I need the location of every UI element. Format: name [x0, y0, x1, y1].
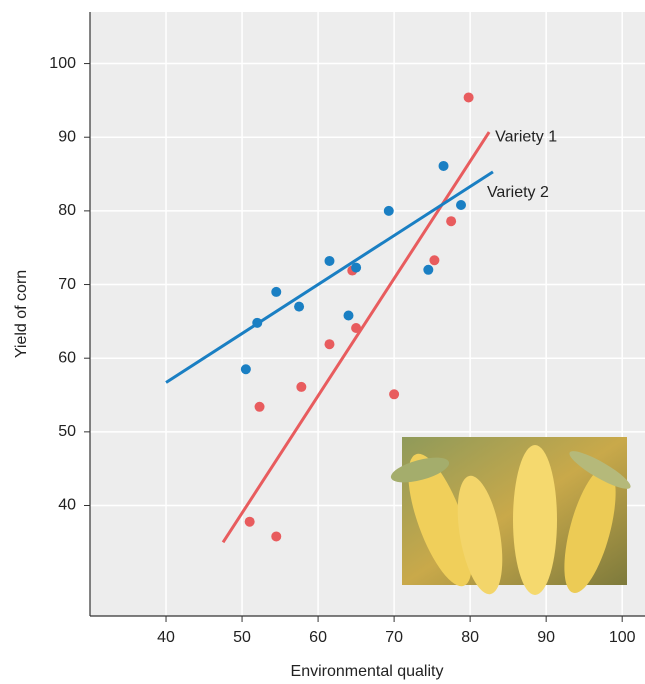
corn-photo	[390, 437, 631, 595]
point	[423, 264, 434, 275]
point	[343, 310, 354, 321]
point	[429, 255, 440, 266]
point	[383, 205, 394, 216]
y-tick-label: 100	[49, 55, 76, 72]
point	[324, 339, 335, 350]
x-tick-label: 40	[157, 629, 175, 646]
point	[446, 216, 457, 227]
point	[351, 262, 362, 273]
point	[463, 92, 474, 103]
y-tick-label: 60	[58, 349, 76, 366]
x-tick-label: 50	[233, 629, 251, 646]
marks	[165, 92, 494, 544]
x-tick-label: 80	[461, 629, 479, 646]
fit-line	[221, 131, 491, 544]
series-label: Variety 2	[487, 184, 549, 201]
point	[252, 317, 263, 328]
grid	[90, 12, 645, 616]
point	[389, 389, 400, 400]
y-tick-label: 80	[58, 202, 76, 219]
point	[456, 199, 467, 210]
x-tick-label: 90	[537, 629, 555, 646]
y-tick-label: 90	[58, 128, 76, 145]
point	[244, 516, 255, 527]
point	[351, 322, 362, 333]
point	[294, 301, 305, 312]
y-tick-label: 40	[58, 497, 76, 514]
x-tick-label: 60	[309, 629, 327, 646]
y-axis-label: Yield of corn	[13, 270, 30, 358]
x-tick-label: 70	[385, 629, 403, 646]
point	[324, 255, 335, 266]
point	[271, 531, 282, 542]
fit-line	[165, 170, 494, 384]
y-tick-label: 50	[58, 423, 76, 440]
point	[296, 381, 307, 392]
x-tick-label: 100	[609, 629, 636, 646]
point	[254, 401, 265, 412]
point	[240, 364, 251, 375]
x-axis-label: Environmental quality	[291, 663, 444, 680]
series-label: Variety 1	[495, 128, 557, 145]
y-tick-label: 70	[58, 276, 76, 293]
point	[271, 286, 282, 297]
point	[438, 160, 449, 171]
